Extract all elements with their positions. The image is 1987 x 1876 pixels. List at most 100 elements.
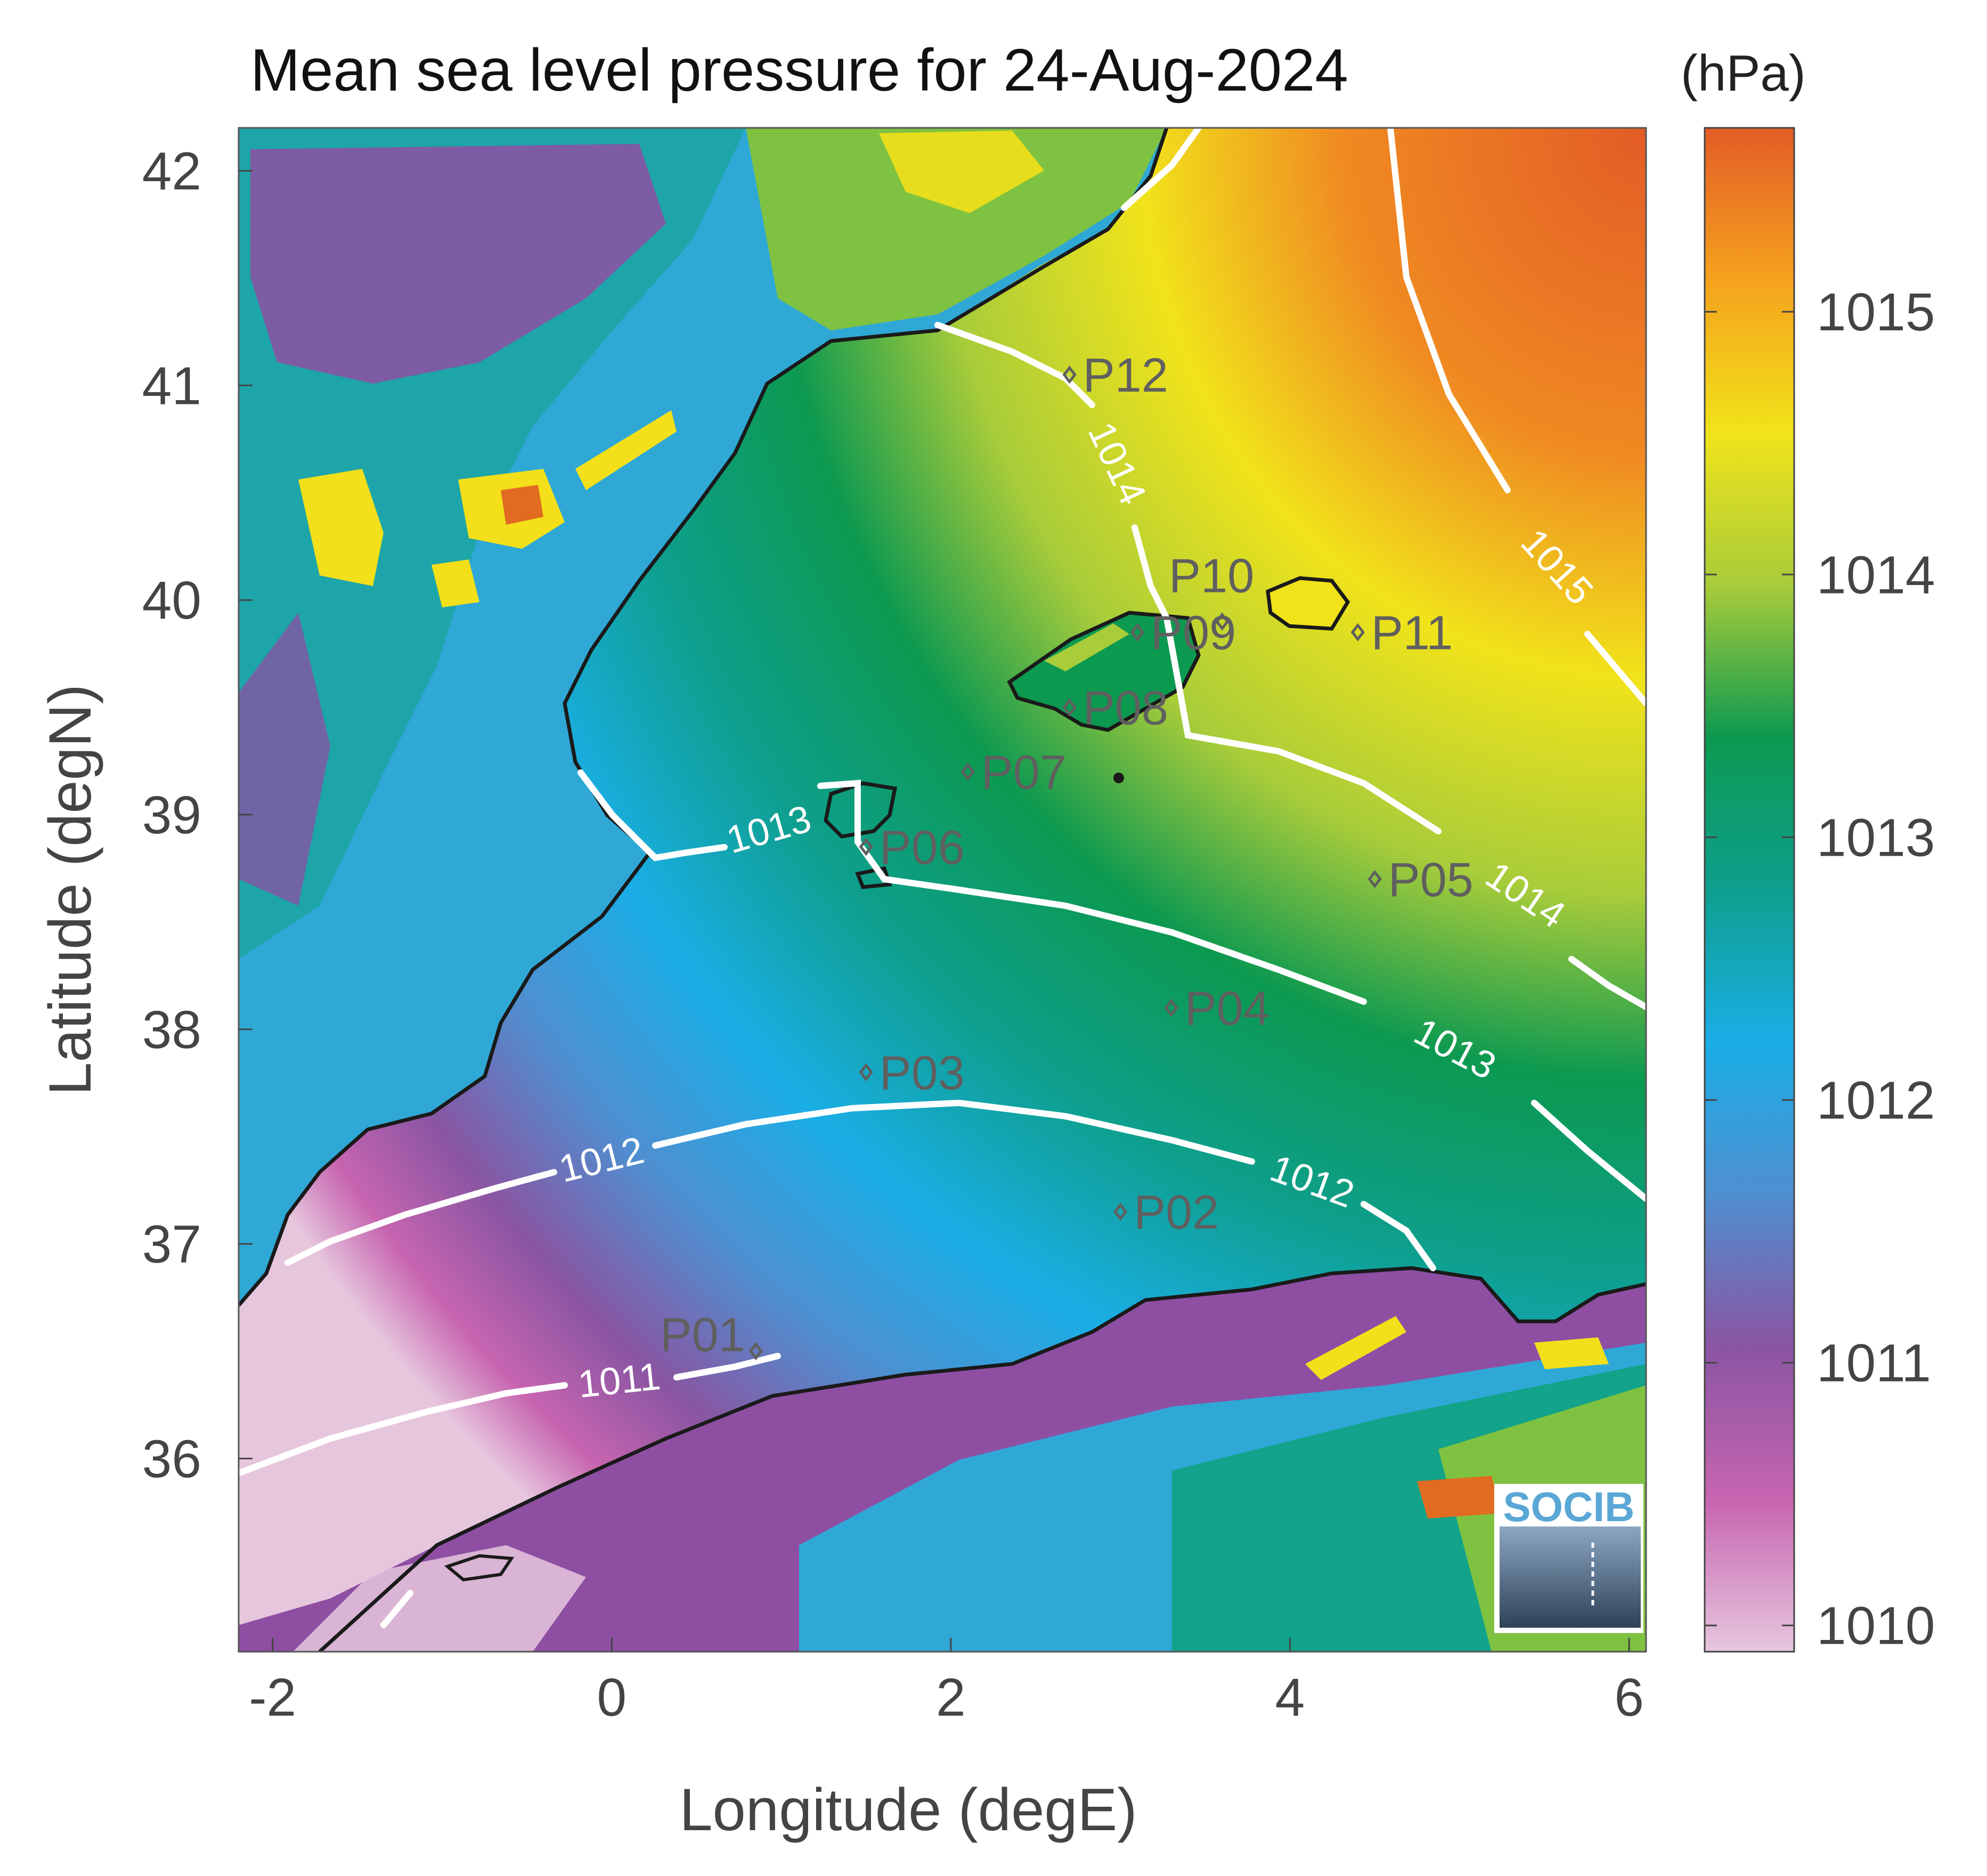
isobar-1012-line-c bbox=[1361, 1201, 1436, 1271]
station-p06: P06 bbox=[859, 821, 965, 874]
y-axis: 36 37 38 39 40 41 42 bbox=[142, 142, 253, 1489]
isobar-1010-arc bbox=[380, 1590, 413, 1628]
station-label: P08 bbox=[1083, 682, 1168, 735]
x-axis: -2 0 2 4 6 bbox=[249, 1638, 1644, 1727]
station-label: P01 bbox=[660, 1309, 745, 1362]
contour-label: 1011 bbox=[576, 1355, 662, 1406]
colorbar-ticks: 1010 1011 1012 1013 1014 1015 bbox=[1705, 282, 1935, 1656]
iberian-range-summit bbox=[501, 485, 543, 525]
y-tick-label: 41 bbox=[142, 356, 201, 416]
station-marker-icon bbox=[1062, 366, 1077, 384]
isobar-1011-line bbox=[239, 1382, 568, 1476]
station-p04: P04 bbox=[1164, 982, 1270, 1036]
mallorca-coastline bbox=[1007, 611, 1201, 732]
station-marker-icon bbox=[1164, 998, 1178, 1017]
station-p11: P11 bbox=[1350, 607, 1453, 660]
y-tick-label: 36 bbox=[142, 1429, 201, 1489]
socib-logo: SOCIB bbox=[1494, 1483, 1643, 1633]
isobar-1012-line-b bbox=[652, 1099, 1255, 1165]
station-marker-icon bbox=[1350, 623, 1365, 641]
pyrenees-peaks bbox=[879, 131, 1044, 213]
station-p08: P08 bbox=[1062, 682, 1168, 735]
cabrera-island bbox=[1113, 773, 1124, 783]
mallorca-ridge bbox=[1044, 623, 1129, 671]
meseta-highland bbox=[250, 144, 666, 384]
isobar-1014-line-c bbox=[1568, 956, 1646, 1010]
x-tick-label: 2 bbox=[936, 1668, 966, 1727]
figure-title: Mean sea level pressure for 24-Aug-2024 bbox=[250, 37, 1348, 103]
atlas-peaks-2 bbox=[1534, 1337, 1609, 1369]
station-marker-icon bbox=[859, 1063, 873, 1082]
y-tick-label: 42 bbox=[142, 142, 201, 201]
station-marker-icon bbox=[748, 1342, 763, 1361]
ebro-lowland bbox=[746, 128, 1167, 330]
colorbar-tick-label: 1011 bbox=[1817, 1334, 1931, 1393]
station-label: P04 bbox=[1185, 982, 1270, 1036]
station-label: P06 bbox=[880, 821, 965, 874]
map-frame bbox=[238, 127, 1647, 1653]
station-marker-icon bbox=[859, 838, 873, 856]
africa-coastline bbox=[318, 1266, 1646, 1652]
meseta-highland-west bbox=[239, 613, 330, 906]
colorbar-tick-label: 1012 bbox=[1817, 1070, 1935, 1130]
north-africa-light bbox=[293, 1545, 586, 1652]
station-marker-icon bbox=[1215, 612, 1229, 631]
colorbar bbox=[1704, 127, 1795, 1653]
x-tick-label: 6 bbox=[1614, 1668, 1644, 1727]
x-tick-label: 4 bbox=[1275, 1668, 1305, 1727]
iberia-coastline bbox=[239, 128, 1169, 1307]
station-p03: P03 bbox=[859, 1046, 965, 1100]
atlas-peaks-1 bbox=[1305, 1316, 1406, 1380]
x-tick-label: 0 bbox=[597, 1668, 626, 1727]
station-label: P11 bbox=[1371, 607, 1453, 660]
isobar-1014-line-b bbox=[1131, 524, 1442, 834]
iberian-range-peaks-3 bbox=[431, 559, 479, 607]
menorca-coastline bbox=[1266, 576, 1350, 631]
isobar-1014-line bbox=[934, 322, 1095, 408]
station-label: P02 bbox=[1134, 1186, 1219, 1239]
atlas-summit bbox=[1417, 1476, 1502, 1518]
isobar-1012-line bbox=[284, 1169, 557, 1266]
station-p10: P10 bbox=[1169, 549, 1254, 631]
station-label: P03 bbox=[880, 1046, 965, 1100]
station-marker-icon bbox=[1367, 870, 1382, 888]
iberian-range-ridge bbox=[575, 410, 677, 490]
x-tick-label: -2 bbox=[249, 1668, 296, 1727]
colorbar-unit-label: (hPa) bbox=[1681, 45, 1806, 102]
station-marker-icon bbox=[1062, 698, 1077, 717]
station-p12: P12 bbox=[1062, 349, 1168, 402]
alboran-island-coastline bbox=[444, 1554, 515, 1582]
station-marker-icon bbox=[1113, 1203, 1128, 1221]
ibiza-coastline bbox=[824, 781, 898, 839]
y-axis-label: Latitude (degN) bbox=[37, 684, 103, 1095]
station-p05: P05 bbox=[1367, 854, 1473, 907]
station-p01: P01 bbox=[660, 1309, 763, 1362]
isobar-1013-line-b bbox=[817, 779, 1367, 1005]
socib-logo-text: SOCIB bbox=[1503, 1483, 1634, 1530]
isobar-1013-line bbox=[577, 769, 728, 862]
iberian-range-peaks-1 bbox=[298, 469, 384, 586]
y-tick-label: 40 bbox=[142, 571, 201, 630]
menorca-land bbox=[1268, 578, 1348, 629]
mallorca-land bbox=[1009, 613, 1199, 730]
station-label: P12 bbox=[1083, 349, 1168, 402]
x-axis-label: Longitude (degE) bbox=[679, 1776, 1137, 1843]
isobar-1011-line-b bbox=[673, 1353, 781, 1380]
station-label: P07 bbox=[981, 746, 1066, 799]
isobar-1015-line-b bbox=[1584, 631, 1646, 706]
station-label: P05 bbox=[1388, 854, 1473, 907]
isobar-1015-line bbox=[1387, 128, 1511, 493]
y-tick-label: 38 bbox=[142, 1000, 201, 1060]
y-tick-label: 37 bbox=[142, 1215, 201, 1274]
station-p07: P07 bbox=[960, 746, 1066, 799]
colorbar-tick-label: 1014 bbox=[1817, 545, 1935, 605]
colorbar-tick-label: 1015 bbox=[1817, 282, 1935, 342]
station-marker-icon bbox=[960, 762, 975, 781]
station-p02: P02 bbox=[1113, 1186, 1219, 1239]
colorbar-tick-label: 1010 bbox=[1817, 1596, 1935, 1656]
station-marker-icon bbox=[1130, 623, 1145, 641]
isobar-1013-line-c bbox=[1531, 1100, 1646, 1202]
y-tick-label: 39 bbox=[142, 785, 201, 845]
